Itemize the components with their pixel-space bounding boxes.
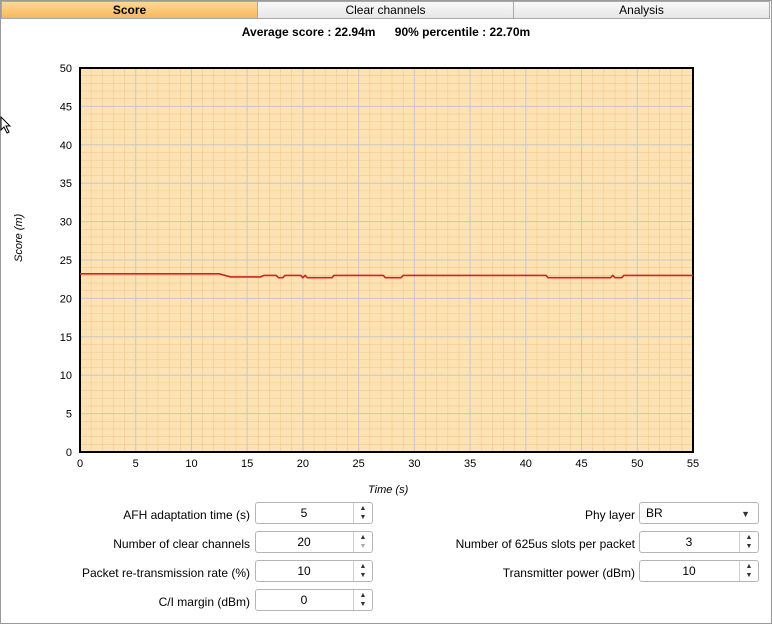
tab-analysis[interactable]: Analysis: [514, 1, 770, 19]
tab-score[interactable]: Score: [1, 1, 258, 19]
clear-channels-label: Number of clear channels: [113, 537, 250, 551]
spin-down-icon[interactable]: ▼: [359, 514, 367, 521]
x-tick-label: 40: [520, 458, 532, 470]
transmitter-power-value: 10: [682, 564, 696, 578]
y-tick-label: 0: [66, 447, 72, 459]
retransmission-rate-spinbox[interactable]: 10 ▲ ▼: [255, 560, 373, 582]
spin-up-icon[interactable]: ▲: [359, 592, 367, 599]
spin-up-icon[interactable]: ▲: [745, 534, 753, 541]
y-tick-label: 10: [60, 370, 72, 382]
clear-channels-value: 20: [297, 535, 311, 549]
spin-down-icon[interactable]: ▼: [745, 572, 753, 579]
average-score: Average score : 22.94m: [241, 25, 376, 39]
transmitter-power-spinbox[interactable]: 10 ▲ ▼: [639, 560, 759, 582]
x-tick-label: 15: [241, 458, 253, 470]
afh-adaptation-value: 5: [300, 506, 308, 520]
ci-margin-spinbox[interactable]: 0 ▲ ▼: [255, 589, 373, 611]
spin-up-icon[interactable]: ▲: [745, 563, 753, 570]
phy-layer-select[interactable]: BR ▼: [639, 502, 759, 524]
x-tick-label: 45: [575, 458, 587, 470]
spin-down-icon[interactable]: ▼: [359, 601, 367, 608]
slots-per-packet-value: 3: [685, 535, 693, 549]
x-tick-label: 10: [185, 458, 197, 470]
x-tick-label: 0: [77, 458, 83, 470]
y-tick-label: 50: [60, 63, 72, 75]
percentile-score: 90% percentile : 22.70m: [394, 25, 531, 39]
tab-clear-channels[interactable]: Clear channels: [258, 1, 514, 19]
tab-bar: Score Clear channels Analysis: [1, 1, 770, 19]
score-chart: 0 5 10 15 20 25 30 35 40 45 50 55 0 5 10 15 20 25 30 35 40 45…: [60, 63, 699, 470]
slots-per-packet-label: Number of 625us slots per packet: [455, 537, 635, 551]
x-axis-label: Time (s): [368, 484, 409, 496]
x-tick-label: 5: [133, 458, 139, 470]
x-tick-label: 30: [408, 458, 420, 470]
plot-border: [79, 67, 694, 453]
slots-per-packet-spinbox[interactable]: 3 ▲ ▼: [639, 531, 759, 553]
y-tick-label: 5: [66, 409, 72, 421]
phy-layer-label: Phy layer: [584, 508, 635, 522]
x-tick-label: 20: [297, 458, 309, 470]
y-axis-label: Score (m): [13, 213, 25, 262]
retransmission-rate-value: 10: [297, 564, 311, 578]
y-tick-label: 20: [60, 293, 72, 305]
transmitter-power-label: Transmitter power (dBm): [502, 566, 635, 580]
score-series-line: [80, 273, 693, 279]
y-tick-label: 35: [60, 178, 72, 190]
x-tick-label: 50: [631, 458, 643, 470]
afh-adaptation-label: AFH adaptation time (s): [123, 508, 250, 522]
spin-down-icon[interactable]: ▼: [359, 543, 367, 550]
y-tick-label: 25: [60, 255, 72, 267]
x-tick-label: 55: [687, 458, 699, 470]
spin-up-icon[interactable]: ▲: [359, 563, 367, 570]
mouse-cursor-icon: [0, 116, 12, 134]
x-tick-label: 35: [464, 458, 476, 470]
ci-margin-label: C/I margin (dBm): [158, 595, 250, 609]
clear-channels-spinbox[interactable]: 20 ▲ ▼: [255, 531, 373, 553]
ci-margin-value: 0: [300, 593, 308, 607]
spin-down-icon[interactable]: ▼: [745, 543, 753, 550]
phy-layer-value: BR: [646, 506, 663, 520]
afh-adaptation-spinbox[interactable]: 5 ▲ ▼: [255, 502, 373, 524]
x-tick-label: 25: [353, 458, 365, 470]
y-tick-label: 30: [60, 217, 72, 229]
spin-down-icon[interactable]: ▼: [359, 572, 367, 579]
y-tick-label: 40: [60, 140, 72, 152]
chevron-down-icon: ▼: [741, 509, 750, 519]
y-tick-label: 45: [60, 101, 72, 113]
retransmission-rate-label: Packet re-transmission rate (%): [81, 566, 250, 580]
spin-up-icon[interactable]: ▲: [359, 505, 367, 512]
stats-summary: Average score : 22.94m 90% percentile : …: [0, 25, 772, 39]
spin-up-icon[interactable]: ▲: [359, 534, 367, 541]
y-tick-label: 15: [60, 332, 72, 344]
